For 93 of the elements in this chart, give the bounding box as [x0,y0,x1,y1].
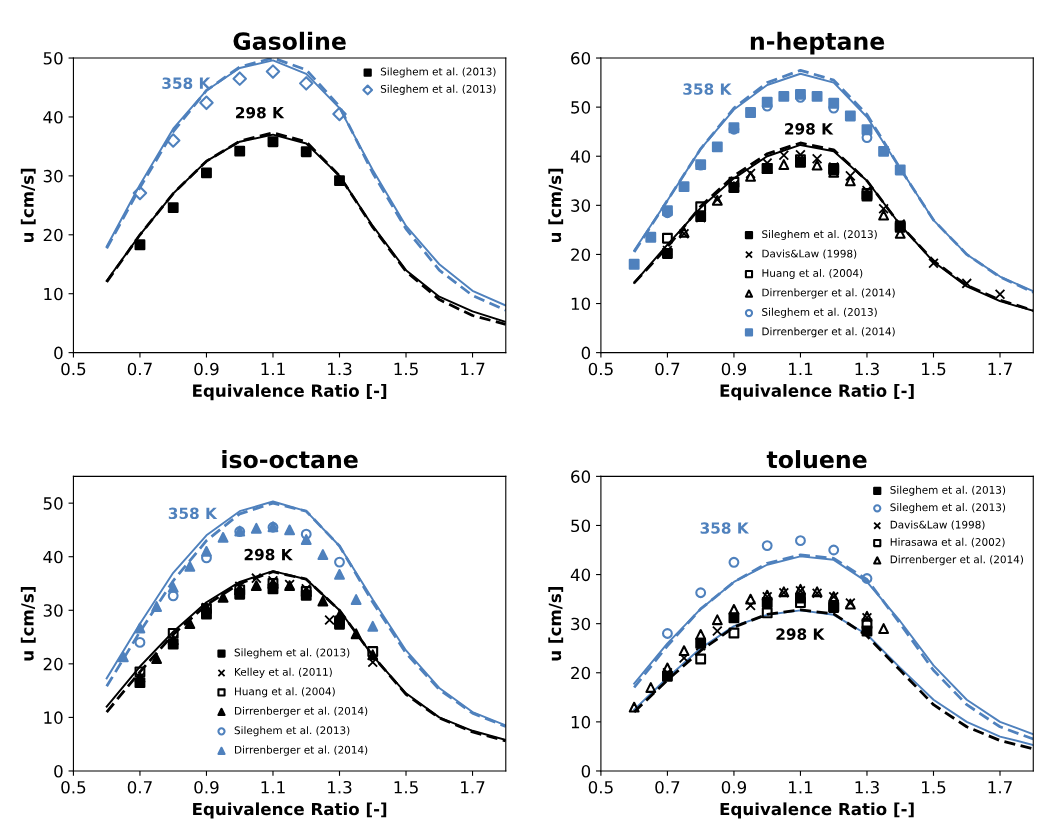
y-tick-label: 50 [571,519,591,533]
x-tick-label: 1.5 [922,362,946,376]
y-tick-label: 20 [571,666,591,680]
x-axis-title: Equivalence Ratio [-] [720,802,914,819]
x-tick-label: 0.9 [194,780,219,794]
x-axis-title: Equivalence Ratio [-] [720,384,914,401]
y-tick-label: 20 [43,228,63,242]
x-tick-label: 1.1 [261,362,285,376]
legend-label: Dirrenberger et al. (2014) [235,745,368,756]
y-tick-label: 0 [54,764,63,778]
y-tick-label: 40 [43,550,63,564]
y-tick-label: 30 [571,617,591,631]
y-tick-label: 30 [43,604,63,617]
annotation: 358 K [683,83,732,95]
x-tick-label: 0.9 [721,362,747,376]
x-tick-label: 0.5 [588,780,613,794]
x-tick-label: 1.7 [461,362,485,376]
y-tick-label: 10 [44,711,63,724]
y-tick-label: 50 [43,51,63,65]
y-tick-label: 30 [571,199,591,212]
x-tick-label: 0.5 [588,362,613,376]
x-tick-label: 1.3 [855,780,879,794]
legend-label: Sileghem et al. (2013) [762,230,877,241]
legend-label: Sileghem et al. (2013) [380,67,496,78]
x-tick-label: 1.3 [855,362,879,376]
x-tick-label: 0.9 [721,780,747,794]
x-tick-label: 1.1 [261,781,285,794]
annotation: 298 K [236,106,285,119]
annotation: 298 K [776,628,825,640]
y-tick-label: 20 [571,248,591,261]
legend-label: Davis&Law (1998) [890,520,985,530]
y-tick-label: 0 [54,346,63,360]
x-tick-label: 1.5 [394,362,418,376]
legend-label: Dirrenberger et al. (2014) [762,327,895,338]
x-tick-label: 0.5 [61,780,86,794]
y-tick-label: 10 [571,297,591,311]
x-axis-title: Equivalence Ratio [-] [193,802,387,819]
y-tick-label: 40 [570,150,591,163]
y-tick-label: 10 [44,287,63,301]
annotation: 358 K [700,522,750,534]
x-tick-label: 1.5 [922,781,946,794]
x-tick-label: 1.7 [461,781,485,794]
x-tick-label: 1.3 [328,780,352,794]
y-tick-label: 60 [571,470,591,483]
chart-title: n-heptane [750,31,885,55]
y-tick-label: 50 [571,101,591,114]
x-tick-label: 1.1 [789,781,813,794]
x-tick-label: 1.7 [988,781,1012,794]
legend-label: Sileghem et al. (2013) [762,307,877,318]
y-tick-label: 0 [581,346,591,360]
annotation: 358 K [168,507,218,520]
annotation: 298 K [244,548,293,561]
y-tick-label: 20 [43,657,63,671]
x-tick-label: 0.7 [127,780,152,794]
y-tick-label: 60 [571,51,591,65]
y-tick-label: 40 [570,568,591,582]
legend-label: Dirrenberger et al. (2014) [235,706,368,717]
legend-label: Sileghem et al. (2013) [380,84,496,95]
y-axis-title: u [cm/s] [548,168,564,243]
legend-label: Huang et al. (2004) [762,268,863,279]
y-tick-label: 10 [571,715,591,729]
legend-label: Dirrenberger et al. (2014) [762,288,895,299]
chart-title: Gasoline [233,31,346,51]
y-tick-label: 0 [581,764,591,778]
x-tick-label: 0.5 [61,362,86,376]
y-tick-label: 50 [43,497,63,510]
chart-title: iso-octane [222,450,358,469]
legend-label: Sileghem et al. (2013) [234,648,350,659]
y-tick-label: 30 [43,169,63,183]
legend-label: Huang et al. (2004) [235,687,335,698]
annotation: 358 K [162,77,211,89]
x-tick-label: 0.9 [194,362,219,376]
x-tick-label: 1.3 [328,362,352,376]
legend-label: Sileghem et al. (2013) [890,503,1006,514]
x-tick-label: 1.1 [789,362,813,376]
x-tick-label: 1.7 [988,362,1012,376]
annotation: 298 K [785,123,834,135]
chart-title: toluene [766,450,867,469]
legend-label: Kelley et al. (2011) [235,667,332,678]
legend-label: Dirrenberger et al. (2014) [890,555,1023,566]
legend-label: Davis&Law (1998) [762,249,857,259]
legend-label: Sileghem et al. (2013) [890,485,1006,496]
legend-label: Sileghem et al. (2013) [234,726,350,737]
x-tick-label: 0.7 [655,780,680,794]
y-tick-label: 40 [43,110,63,124]
y-axis-title: u [cm/s] [20,587,36,661]
x-tick-label: 0.7 [127,362,152,376]
x-axis-title: Equivalence Ratio [-] [193,384,387,401]
y-axis-title: u [cm/s] [20,168,36,243]
legend-label: Hirasawa et al. (2002) [890,537,1005,548]
x-tick-label: 1.5 [394,781,418,794]
y-axis-title: u [cm/s] [548,587,564,661]
x-tick-label: 0.7 [655,362,680,376]
